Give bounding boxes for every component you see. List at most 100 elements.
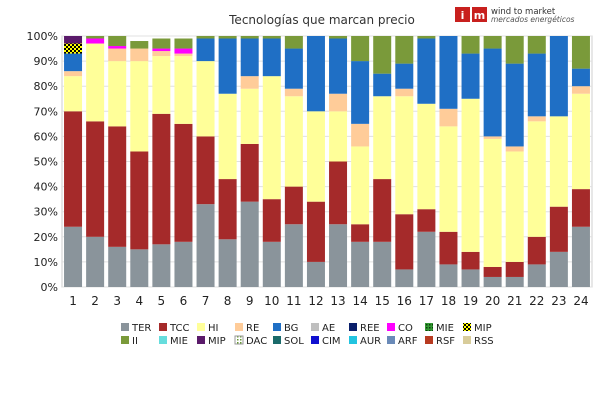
bar-tcc-hour-18 [439, 231, 458, 265]
bar-ii-hour-7 [196, 36, 215, 39]
bar-hi-hour-19 [461, 98, 480, 252]
legend-label-aur: AUR [360, 336, 381, 347]
bar-hi-hour-9 [240, 88, 259, 144]
y-axis: 0% 10% 20% 30% 40% 50% 60% 70% 80% 90% 100% [27, 30, 58, 294]
bar-bg-hour-10 [262, 38, 281, 77]
legend-swatch-mip [197, 336, 205, 344]
x-tick-label: 23 [551, 294, 566, 308]
bar-ii-hour-13 [329, 36, 348, 39]
legend-swatch-co [387, 323, 395, 331]
bar-re-hour-20 [483, 136, 502, 139]
bar-ter-hour-19 [461, 269, 480, 287]
bar-ter-hour-1 [64, 226, 83, 287]
bar-tcc-hour-3 [108, 126, 127, 247]
bar-bg-hour-22 [527, 53, 546, 117]
bar-bg-hour-23 [549, 36, 568, 117]
bar-hi-hour-23 [549, 116, 568, 207]
bar-hi-hour-13 [329, 111, 348, 162]
x-tick-label: 11 [286, 294, 301, 308]
legend-label-sol: SOL [284, 336, 304, 347]
y-tick-label: 80% [34, 80, 58, 93]
legend-swatch-rsf [425, 336, 433, 344]
bar-tcc-hour-24 [571, 189, 590, 227]
y-tick-label: 30% [34, 206, 58, 219]
y-tick-label: 70% [34, 105, 58, 118]
x-tick-label: 20 [485, 294, 500, 308]
legend-swatch-rss [463, 336, 471, 344]
x-tick-label: 21 [507, 294, 522, 308]
bar-hi-hour-10 [262, 76, 281, 200]
bar-ii-hour-6 [174, 38, 193, 49]
x-tick-label: 8 [224, 294, 232, 308]
bar-tcc-hour-16 [395, 214, 414, 270]
legend-label-rsf: RSF [436, 336, 455, 347]
legend-swatch-hi [197, 323, 205, 331]
bars [64, 36, 590, 287]
x-tick-label: 14 [352, 294, 367, 308]
legend-label-ii: II [132, 336, 138, 347]
x-axis: 1 2 3 4 5 6 7 8 9 10 11 12 13 14 15 16 17 18 19 20 21 22 23 24 [69, 294, 588, 308]
legend: TER TCC HI RE BG AE REE CO MIE MIP II MIE MIP DAC SOL C… [121, 323, 494, 347]
bar-ter-hour-7 [196, 204, 215, 287]
legend-label-ree: REE [360, 323, 380, 334]
bar-hi-hour-7 [196, 61, 215, 137]
legend-swatch-ii [121, 336, 129, 344]
bar-hi-hour-21 [505, 151, 524, 262]
x-tick-label: 22 [529, 294, 544, 308]
bar-ii-hour-8 [218, 36, 237, 39]
legend-label-dac: DAC [246, 336, 267, 347]
legend-label-re: RE [246, 323, 259, 334]
bar-hi-hour-17 [417, 103, 436, 210]
gridlines [62, 35, 592, 288]
x-tick-label: 24 [573, 294, 588, 308]
bar-ii-hour-11 [284, 36, 303, 49]
bar-ii-hour-5 [152, 38, 171, 49]
bar-hi-hour-6 [174, 56, 193, 124]
bar-ter-hour-17 [417, 231, 436, 287]
y-tick-label: 100% [27, 30, 58, 43]
legend-swatch-ae [311, 323, 319, 331]
bar-tcc-hour-4 [130, 151, 149, 250]
legend-label-rss: RSS [474, 336, 494, 347]
bar-tcc-hour-13 [329, 161, 348, 225]
x-tick-label: 5 [158, 294, 166, 308]
bar-tcc-hour-11 [284, 186, 303, 225]
legend-label-co: CO [398, 323, 413, 334]
bar-tcc-hour-6 [174, 123, 193, 242]
bar-tcc-hour-12 [306, 201, 325, 262]
x-tick-label: 1 [69, 294, 77, 308]
bar-ii-hour-16 [395, 36, 414, 64]
brand-line2: mercados energéticos [491, 15, 575, 24]
bar-ii-hour-24 [571, 36, 590, 69]
bar-ter-hour-5 [152, 244, 171, 287]
bar-bg-hour-21 [505, 63, 524, 147]
bar-tcc-hour-23 [549, 206, 568, 252]
bar-ter-hour-4 [130, 249, 149, 287]
bar-tcc-hour-9 [240, 143, 259, 202]
bar-ter-hour-13 [329, 224, 348, 287]
bar-hi-hour-24 [571, 93, 590, 190]
bar-tcc-hour-19 [461, 251, 480, 270]
bar-tcc-hour-1 [64, 111, 83, 227]
bar-ter-hour-24 [571, 226, 590, 287]
x-tick-label: 10 [264, 294, 279, 308]
bar-mip-hour-1 [64, 43, 83, 54]
legend-swatch-arf [387, 336, 395, 344]
bar-bg-hour-8 [218, 38, 237, 94]
bar-re-hour-21 [505, 146, 524, 152]
x-tick-label: 12 [308, 294, 323, 308]
bar-ter-hour-18 [439, 264, 458, 287]
legend-label-arf: ARF [398, 336, 418, 347]
x-tick-label: 19 [463, 294, 478, 308]
legend-swatch-dac [234, 335, 244, 345]
y-tick-label: 40% [34, 181, 58, 194]
legend-label-ter: TER [131, 323, 151, 334]
bar-re-hour-24 [571, 86, 590, 94]
bar-bg-hour-11 [284, 48, 303, 89]
bar-re-hour-11 [284, 88, 303, 97]
bar-re-hour-4 [130, 48, 149, 62]
bar-hi-hour-20 [483, 138, 502, 267]
bar-bg-hour-14 [351, 61, 370, 124]
bar-bg-hour-19 [461, 53, 480, 99]
